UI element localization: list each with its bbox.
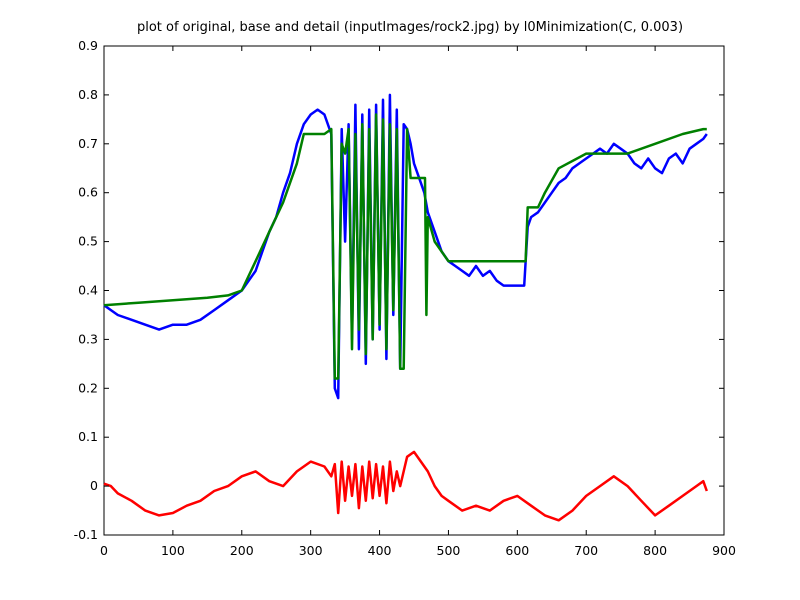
x-tick-label: 200 [230, 543, 254, 558]
series-line-2 [103, 450, 708, 522]
series-line-1 [103, 113, 707, 380]
y-tick-label: 0.4 [78, 283, 98, 298]
axes-box [103, 45, 725, 536]
y-tick-label: 0.6 [78, 185, 98, 200]
y-tick-label: 0.9 [78, 38, 98, 53]
x-tick-label: 800 [643, 543, 667, 558]
tick-layer: 0 100 200 300 400 500 600 700 800 900-0.100.10.20… [74, 38, 736, 558]
x-tick-label: 700 [574, 543, 598, 558]
x-tick-label: 0 [100, 543, 108, 558]
plot-area: 0 100 200 300 400 500 600 700 800 900-0.100.10.20… [74, 38, 736, 558]
y-tick-label: 0.8 [78, 87, 98, 102]
x-tick-label: 300 [299, 543, 323, 558]
series-layer [103, 93, 708, 522]
y-tick-label: 0.3 [78, 331, 98, 346]
x-tick-label: 400 [368, 543, 392, 558]
x-tick-label: 600 [505, 543, 529, 558]
y-tick-label: 0 [90, 478, 98, 493]
y-tick-label: -0.1 [74, 527, 98, 542]
y-tick-label: 0.2 [78, 380, 98, 395]
y-tick-label: 0.5 [78, 234, 98, 249]
y-tick-label: 0.1 [78, 429, 98, 444]
x-tick-label: 100 [161, 543, 185, 558]
y-tick-label: 0.7 [78, 136, 98, 151]
chart-title: plot of original, base and detail (input… [137, 20, 683, 35]
x-tick-label: 500 [437, 543, 461, 558]
x-tick-label: 900 [712, 543, 736, 558]
